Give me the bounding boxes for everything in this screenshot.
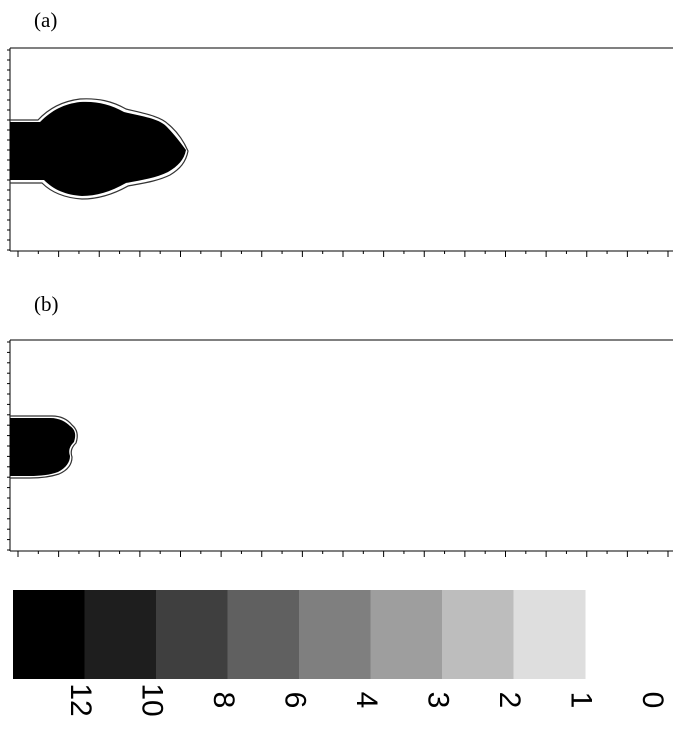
colorbar-label: 10 <box>136 683 169 716</box>
colorbar-label: 8 <box>207 692 240 709</box>
panel-a-plume-outline <box>10 98 189 200</box>
colorbar-swatch <box>84 590 157 679</box>
panel-a-label: (a) <box>34 8 58 32</box>
colorbar-label: 3 <box>422 692 455 709</box>
colorbar <box>13 590 586 679</box>
panel-b-label: (b) <box>34 292 59 316</box>
colorbar-swatch <box>227 590 300 679</box>
colorbar-label: 2 <box>493 692 526 709</box>
colorbar-label: 6 <box>279 692 312 709</box>
colorbar-label: 1 <box>565 692 598 709</box>
panel-b <box>7 339 673 557</box>
panel-a-plume <box>10 101 186 196</box>
colorbar-swatch <box>370 590 443 679</box>
panel-b-plume-outline <box>10 415 78 479</box>
colorbar-labels: 12 10 8 6 4 3 2 1 0 <box>64 683 669 716</box>
colorbar-swatch <box>156 590 228 679</box>
panel-b-bottom-ticks <box>17 551 669 557</box>
panel-a-bottom-ticks <box>17 251 669 257</box>
colorbar-swatch <box>513 590 586 679</box>
colorbar-swatch <box>13 590 85 679</box>
colorbar-label: 12 <box>64 683 97 716</box>
panel-b-left-ticks <box>7 341 10 551</box>
panel-b-plume <box>10 418 76 476</box>
panel-a <box>7 47 673 257</box>
colorbar-swatch <box>299 590 371 679</box>
panel-a-left-ticks <box>7 49 10 251</box>
colorbar-swatch <box>442 590 514 679</box>
colorbar-label: 4 <box>350 692 383 709</box>
colorbar-label: 0 <box>636 692 669 709</box>
